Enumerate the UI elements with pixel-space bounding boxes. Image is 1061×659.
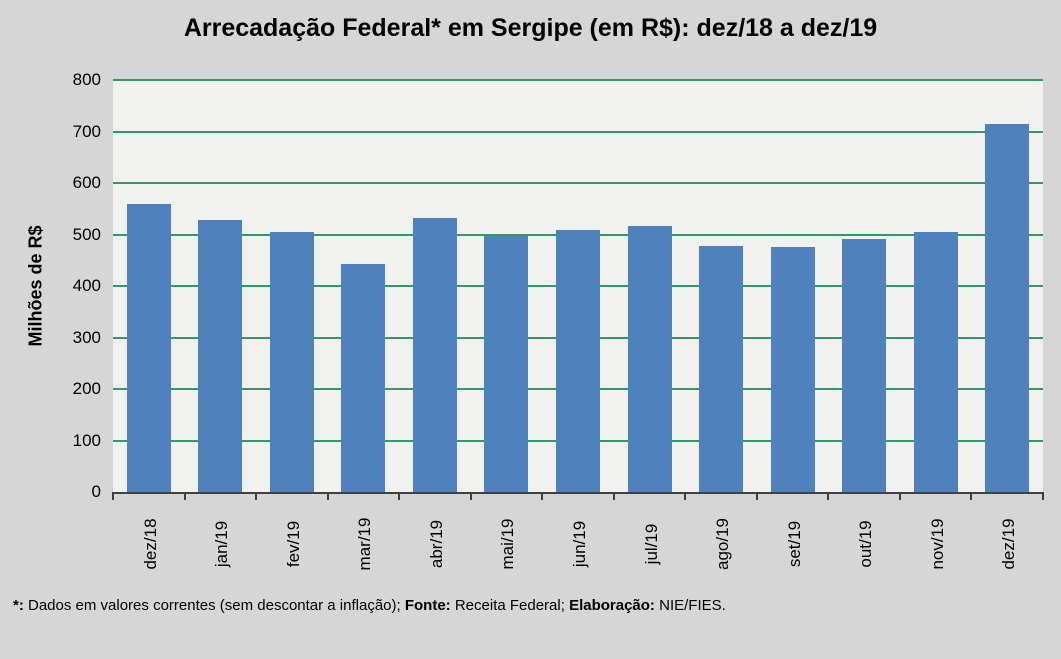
bar-mai/19 bbox=[484, 236, 529, 492]
x-tick-label-ago/19: ago/19 bbox=[713, 518, 733, 570]
bar-jul/19 bbox=[627, 225, 672, 492]
y-tick-label-500: 500 bbox=[72, 224, 101, 244]
bar-mar/19 bbox=[341, 263, 386, 492]
y-tick-label-800: 800 bbox=[72, 70, 101, 89]
x-tick-label-dez/19: dez/19 bbox=[999, 518, 1019, 570]
x-axis-tick bbox=[684, 492, 687, 500]
bar-nov/19 bbox=[913, 231, 958, 492]
x-tick-label-dez/18: dez/18 bbox=[140, 518, 160, 570]
gridline-800 bbox=[113, 79, 1043, 81]
y-tick-label-200: 200 bbox=[72, 379, 101, 398]
y-tick-label-100: 100 bbox=[72, 430, 101, 450]
x-axis-tick bbox=[612, 492, 615, 500]
x-axis-tick bbox=[398, 492, 401, 500]
x-tick-label-out/19: out/19 bbox=[856, 520, 876, 568]
y-tick-label-300: 300 bbox=[72, 327, 101, 347]
x-axis-tick bbox=[827, 492, 830, 500]
x-axis-tick bbox=[755, 492, 758, 500]
bar-fev/19 bbox=[269, 231, 314, 492]
x-tick-label-mai/19: mai/19 bbox=[498, 518, 518, 570]
gridline-600 bbox=[113, 182, 1043, 184]
x-axis-tick bbox=[541, 492, 544, 500]
x-tick-label-set/19: set/19 bbox=[784, 520, 804, 568]
x-axis-tick bbox=[183, 492, 186, 500]
x-tick-label-jun/19: jun/19 bbox=[570, 520, 589, 568]
bar-set/19 bbox=[770, 247, 815, 492]
chart-title: Arrecadação Federal* em Sergipe (em R$):… bbox=[183, 14, 878, 42]
x-tick-label-jan/19: jan/19 bbox=[212, 520, 232, 568]
bar-dez/19 bbox=[985, 124, 1030, 492]
x-axis-tick bbox=[1042, 492, 1044, 500]
x-tick-label-abr/19: abr/19 bbox=[426, 519, 446, 569]
footnote-fonte-label: Fonte: bbox=[404, 597, 451, 614]
source-footnote: *: Dados em valores correntes (sem desco… bbox=[13, 597, 726, 614]
footnote-fonte-value: Receita Federal; bbox=[450, 597, 570, 614]
footnote-note-text: Dados em valores correntes (sem desconta… bbox=[23, 597, 405, 614]
bar-abr/19 bbox=[412, 218, 457, 492]
x-tick-label-jul/19: jul/19 bbox=[641, 523, 661, 565]
x-tick-label-fev/19: fev/19 bbox=[283, 520, 303, 568]
x-tick-label-mar/19: mar/19 bbox=[355, 517, 375, 571]
y-tick-label-600: 600 bbox=[72, 173, 101, 192]
footnote-asterisk-label: *: bbox=[13, 597, 24, 614]
bar-out/19 bbox=[842, 239, 887, 492]
bar-ago/19 bbox=[699, 246, 744, 492]
y-tick-label-400: 400 bbox=[72, 276, 101, 295]
footnote-elaboracao-value: NIE/FIES. bbox=[654, 597, 726, 614]
x-axis-tick bbox=[112, 492, 114, 500]
bar-jan/19 bbox=[198, 220, 243, 492]
x-axis-tick bbox=[326, 492, 329, 500]
x-axis-tick bbox=[898, 492, 901, 500]
bar-jun/19 bbox=[556, 229, 600, 492]
bar-dez/18 bbox=[126, 204, 171, 492]
y-tick-label-700: 700 bbox=[72, 121, 101, 141]
x-axis-tick bbox=[970, 492, 973, 500]
x-axis-tick bbox=[469, 492, 472, 500]
x-axis-tick bbox=[255, 492, 258, 500]
y-tick-label-0: 0 bbox=[91, 482, 101, 501]
gridline-700 bbox=[113, 130, 1043, 133]
footnote-elaboracao-label: Elaboração: bbox=[569, 597, 655, 614]
x-axis-line bbox=[113, 492, 1043, 494]
x-tick-label-nov/19: nov/19 bbox=[927, 518, 947, 570]
